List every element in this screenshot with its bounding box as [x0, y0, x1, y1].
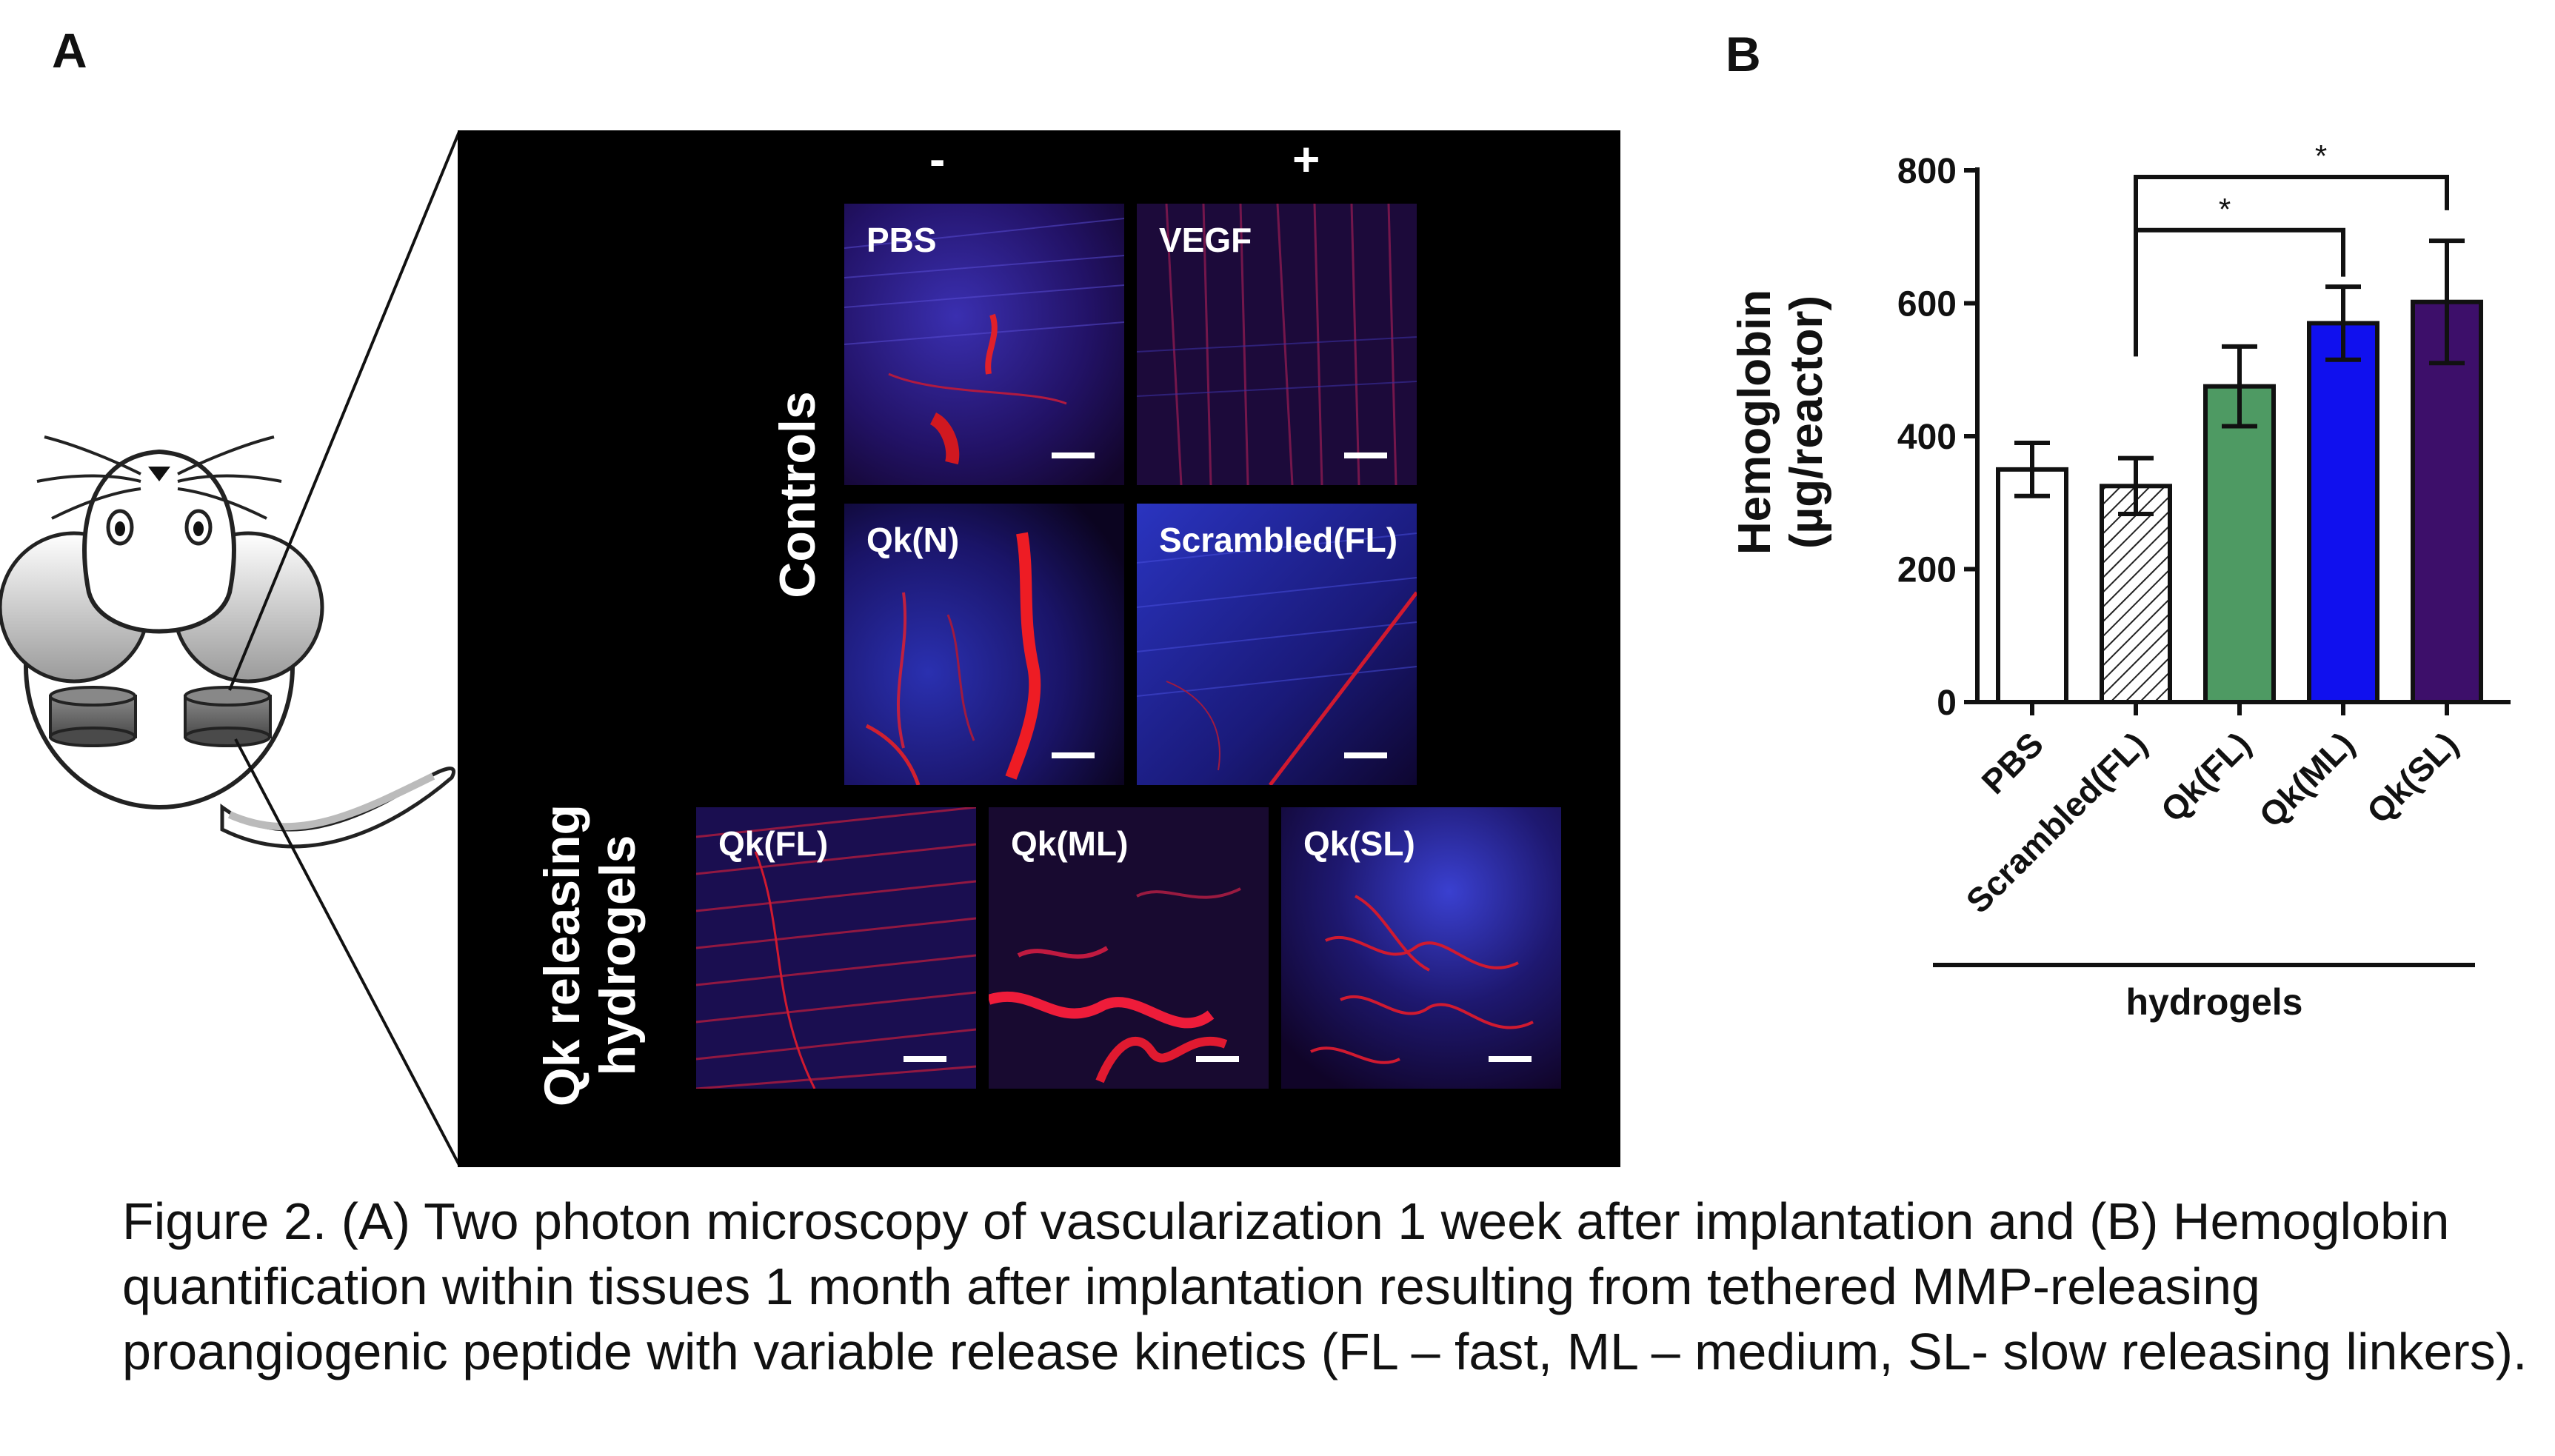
qk-group-label-line1: Qk releasing: [534, 804, 590, 1107]
bar: [1996, 467, 2068, 704]
micro-tile-label: Qk(SL): [1303, 824, 1415, 863]
significance-star: *: [2315, 138, 2327, 173]
bar: [2203, 384, 2276, 704]
micro-tile-label: Scrambled(FL): [1159, 521, 1398, 559]
zoom-line-bottom: [234, 738, 461, 1166]
scale-bar: [904, 1056, 946, 1062]
micro-image-pbs: [844, 204, 1124, 485]
figure-caption: Figure 2. (A) Two photon microscopy of v…: [122, 1192, 2528, 1380]
significance-bracket: [2134, 174, 2449, 357]
scale-bar: [1196, 1056, 1239, 1062]
significance-brackets: **: [2134, 138, 2449, 357]
scale-bar: [1344, 453, 1387, 458]
mouse-head: [82, 449, 236, 634]
micro-tile-qkn: Qk(N): [844, 504, 1124, 785]
micro-image-scrambled: [1137, 504, 1417, 785]
micro-tile-label: PBS: [866, 221, 937, 259]
y-tick-label: 200: [1897, 551, 1957, 590]
micro-tile-qksl: Qk(SL): [1281, 807, 1561, 1089]
micro-tile-label: Qk(FL): [718, 824, 829, 863]
scale-bar: [1052, 453, 1095, 458]
chart-axes: 0 200 400 600 800: [1897, 152, 2511, 723]
column-minus-label: -: [929, 133, 946, 186]
implant-right: [184, 686, 272, 747]
qk-group-label: Qk releasing hydrogels: [534, 792, 653, 1118]
micro-tile-qkfl: Qk(FL): [696, 807, 976, 1089]
micro-image-qksl: [1281, 807, 1561, 1089]
controls-group-label: Controls: [769, 391, 826, 598]
micro-tile-scrambled: Scrambled(FL): [1137, 504, 1417, 785]
x-tick-label: Qk(FL): [2154, 724, 2259, 829]
significance-star: *: [2219, 192, 2231, 227]
qk-group-label-line2: hydrogels: [589, 835, 646, 1076]
bar: [2100, 484, 2172, 704]
micro-image-qkfl: [696, 807, 976, 1089]
micro-tile-label: VEGF: [1159, 221, 1252, 259]
x-tick-label: PBS: [1974, 724, 2051, 801]
y-tick-label: 0: [1937, 684, 1957, 723]
micro-tile-vegf: VEGF: [1137, 204, 1417, 485]
scale-bar: [1344, 752, 1387, 758]
chart-bars: [1996, 238, 2483, 715]
y-tick-label: 600: [1897, 285, 1957, 324]
micro-image-qkn: [844, 504, 1124, 785]
micro-tile-qkml: Qk(ML): [989, 807, 1269, 1089]
implant-left: [49, 686, 137, 747]
y-tick-label: 800: [1897, 152, 1957, 191]
micro-tile-label: Qk(N): [866, 521, 960, 559]
scale-bar: [1489, 1056, 1532, 1062]
y-axis-title-line1: Hemoglobin: [1729, 290, 1780, 555]
panel-b-letter: B: [1726, 27, 1761, 81]
zoom-line-top: [228, 131, 461, 691]
scale-bar: [1052, 752, 1095, 758]
x-tick-label: Scrambled(FL): [1959, 724, 2154, 920]
micro-tile-pbs: PBS: [844, 204, 1124, 485]
panel-a-letter: A: [52, 23, 87, 78]
micro-image-vegf: [1137, 204, 1417, 485]
bar: [2307, 321, 2379, 704]
y-axis-title: Hemoglobin (µg/reactor): [1729, 290, 1832, 555]
y-axis-title-line2: (µg/reactor): [1781, 295, 1832, 549]
group-label: hydrogels: [2126, 981, 2303, 1023]
x-tick-label: Qk(ML): [2251, 724, 2362, 835]
y-tick-label: 400: [1897, 418, 1957, 457]
column-plus-label: +: [1292, 133, 1320, 186]
micro-tile-label: Qk(ML): [1011, 824, 1129, 863]
micro-image-qkml: [989, 807, 1269, 1089]
x-tick-label: Qk(SL): [2359, 724, 2465, 830]
